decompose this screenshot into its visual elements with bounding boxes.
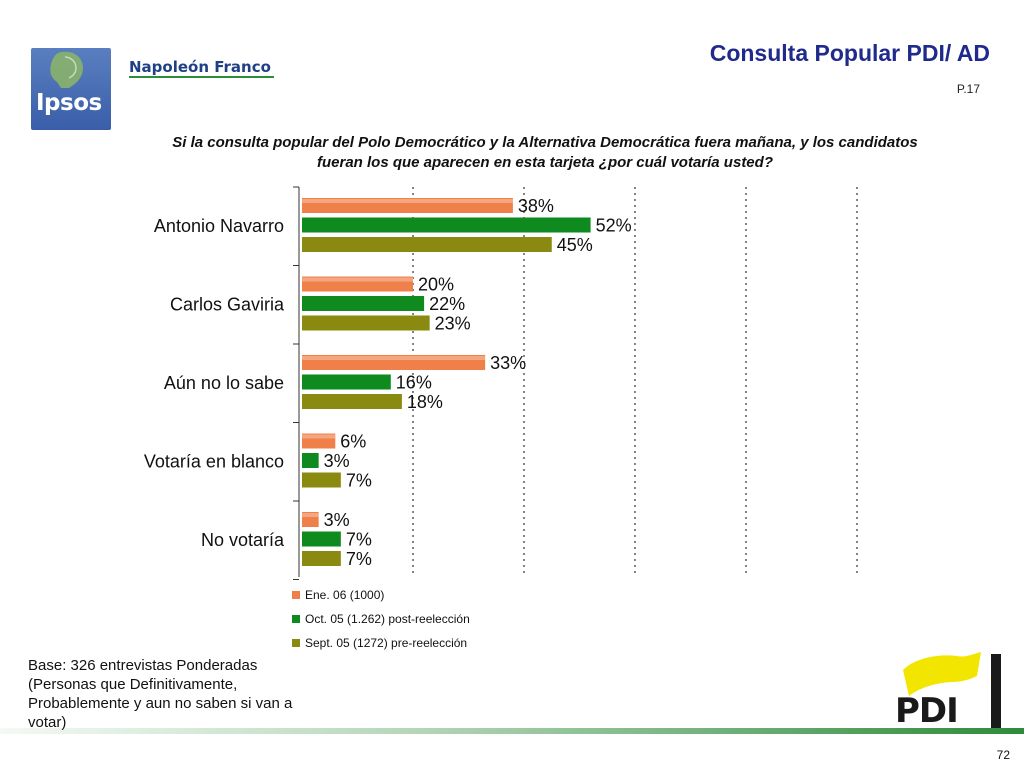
data-label: 6%: [340, 432, 366, 452]
pdi-logo-text: PDI: [895, 691, 958, 728]
data-label: 52%: [596, 216, 632, 236]
bar: [302, 394, 402, 409]
bar: [302, 374, 391, 390]
bar: [302, 531, 341, 547]
bar: [302, 296, 425, 311]
bar-highlight: [302, 513, 319, 517]
brand-underline: [129, 76, 274, 78]
category-label: Votaría en blanco: [144, 452, 284, 472]
legend-swatch: [292, 615, 300, 623]
bar: [302, 433, 336, 449]
data-label: 3%: [324, 451, 350, 471]
data-label: 45%: [557, 235, 593, 255]
bar: [302, 217, 591, 233]
pdi-flagpole: [991, 654, 1001, 728]
data-label: 20%: [418, 275, 454, 295]
base-note: Base: 326 entrevistas Ponderadas (Person…: [28, 657, 293, 731]
data-label: 22%: [429, 294, 465, 314]
legend-label: Oct. 05 (1.262) post-reelección: [305, 612, 470, 626]
data-label: 3%: [324, 510, 350, 530]
bar: [302, 355, 486, 370]
bar: [302, 472, 341, 488]
bar-highlight: [302, 434, 336, 439]
bar: [302, 551, 341, 566]
pdi-logo: PDI: [895, 652, 1001, 728]
bar: [302, 315, 430, 331]
category-label: Aún no lo sabe: [164, 373, 284, 393]
category-label: Antonio Navarro: [154, 216, 284, 236]
ipsos-face-icon: [50, 51, 83, 88]
footer-band: [0, 728, 1024, 734]
bar-highlight: [302, 356, 486, 360]
legend-swatch: [292, 639, 300, 647]
data-label: 33%: [490, 353, 526, 373]
data-label: 38%: [518, 196, 554, 216]
pdi-flag-icon: [903, 652, 981, 696]
bar: [302, 453, 319, 468]
brand-name: Napoleón Franco: [129, 58, 271, 76]
survey-question: Si la consulta popular del Polo Democrát…: [172, 134, 918, 171]
bar: [302, 237, 552, 252]
data-label: 16%: [396, 373, 432, 393]
page-number: 72: [996, 748, 1010, 762]
data-label: 23%: [435, 314, 471, 334]
legend-swatch: [292, 591, 300, 599]
ipsos-logo: Ipsos: [31, 48, 111, 130]
data-label: 7%: [346, 549, 372, 569]
category-label: Carlos Gaviria: [170, 295, 285, 315]
category-label: No votaría: [201, 530, 285, 550]
legend-item: Sept. 05 (1272) pre-reelección: [292, 636, 467, 650]
legend-item: Oct. 05 (1.262) post-reelección: [292, 612, 470, 626]
bar-highlight: [302, 277, 413, 282]
page-title: Consulta Popular PDI/ AD: [709, 40, 990, 66]
data-label: 7%: [346, 471, 372, 491]
bar: [302, 198, 513, 213]
legend-item: Ene. 06 (1000): [292, 588, 384, 602]
legend-label: Ene. 06 (1000): [305, 588, 385, 602]
data-label: 18%: [407, 392, 443, 412]
legend-label: Sept. 05 (1272) pre-reelección: [305, 636, 468, 650]
data-label: 7%: [346, 530, 372, 550]
page-reference: P.17: [956, 82, 980, 96]
bar: [302, 512, 319, 527]
ipsos-logo-text: Ipsos: [36, 90, 102, 116]
bar-highlight: [302, 199, 513, 203]
bar: [302, 276, 413, 292]
